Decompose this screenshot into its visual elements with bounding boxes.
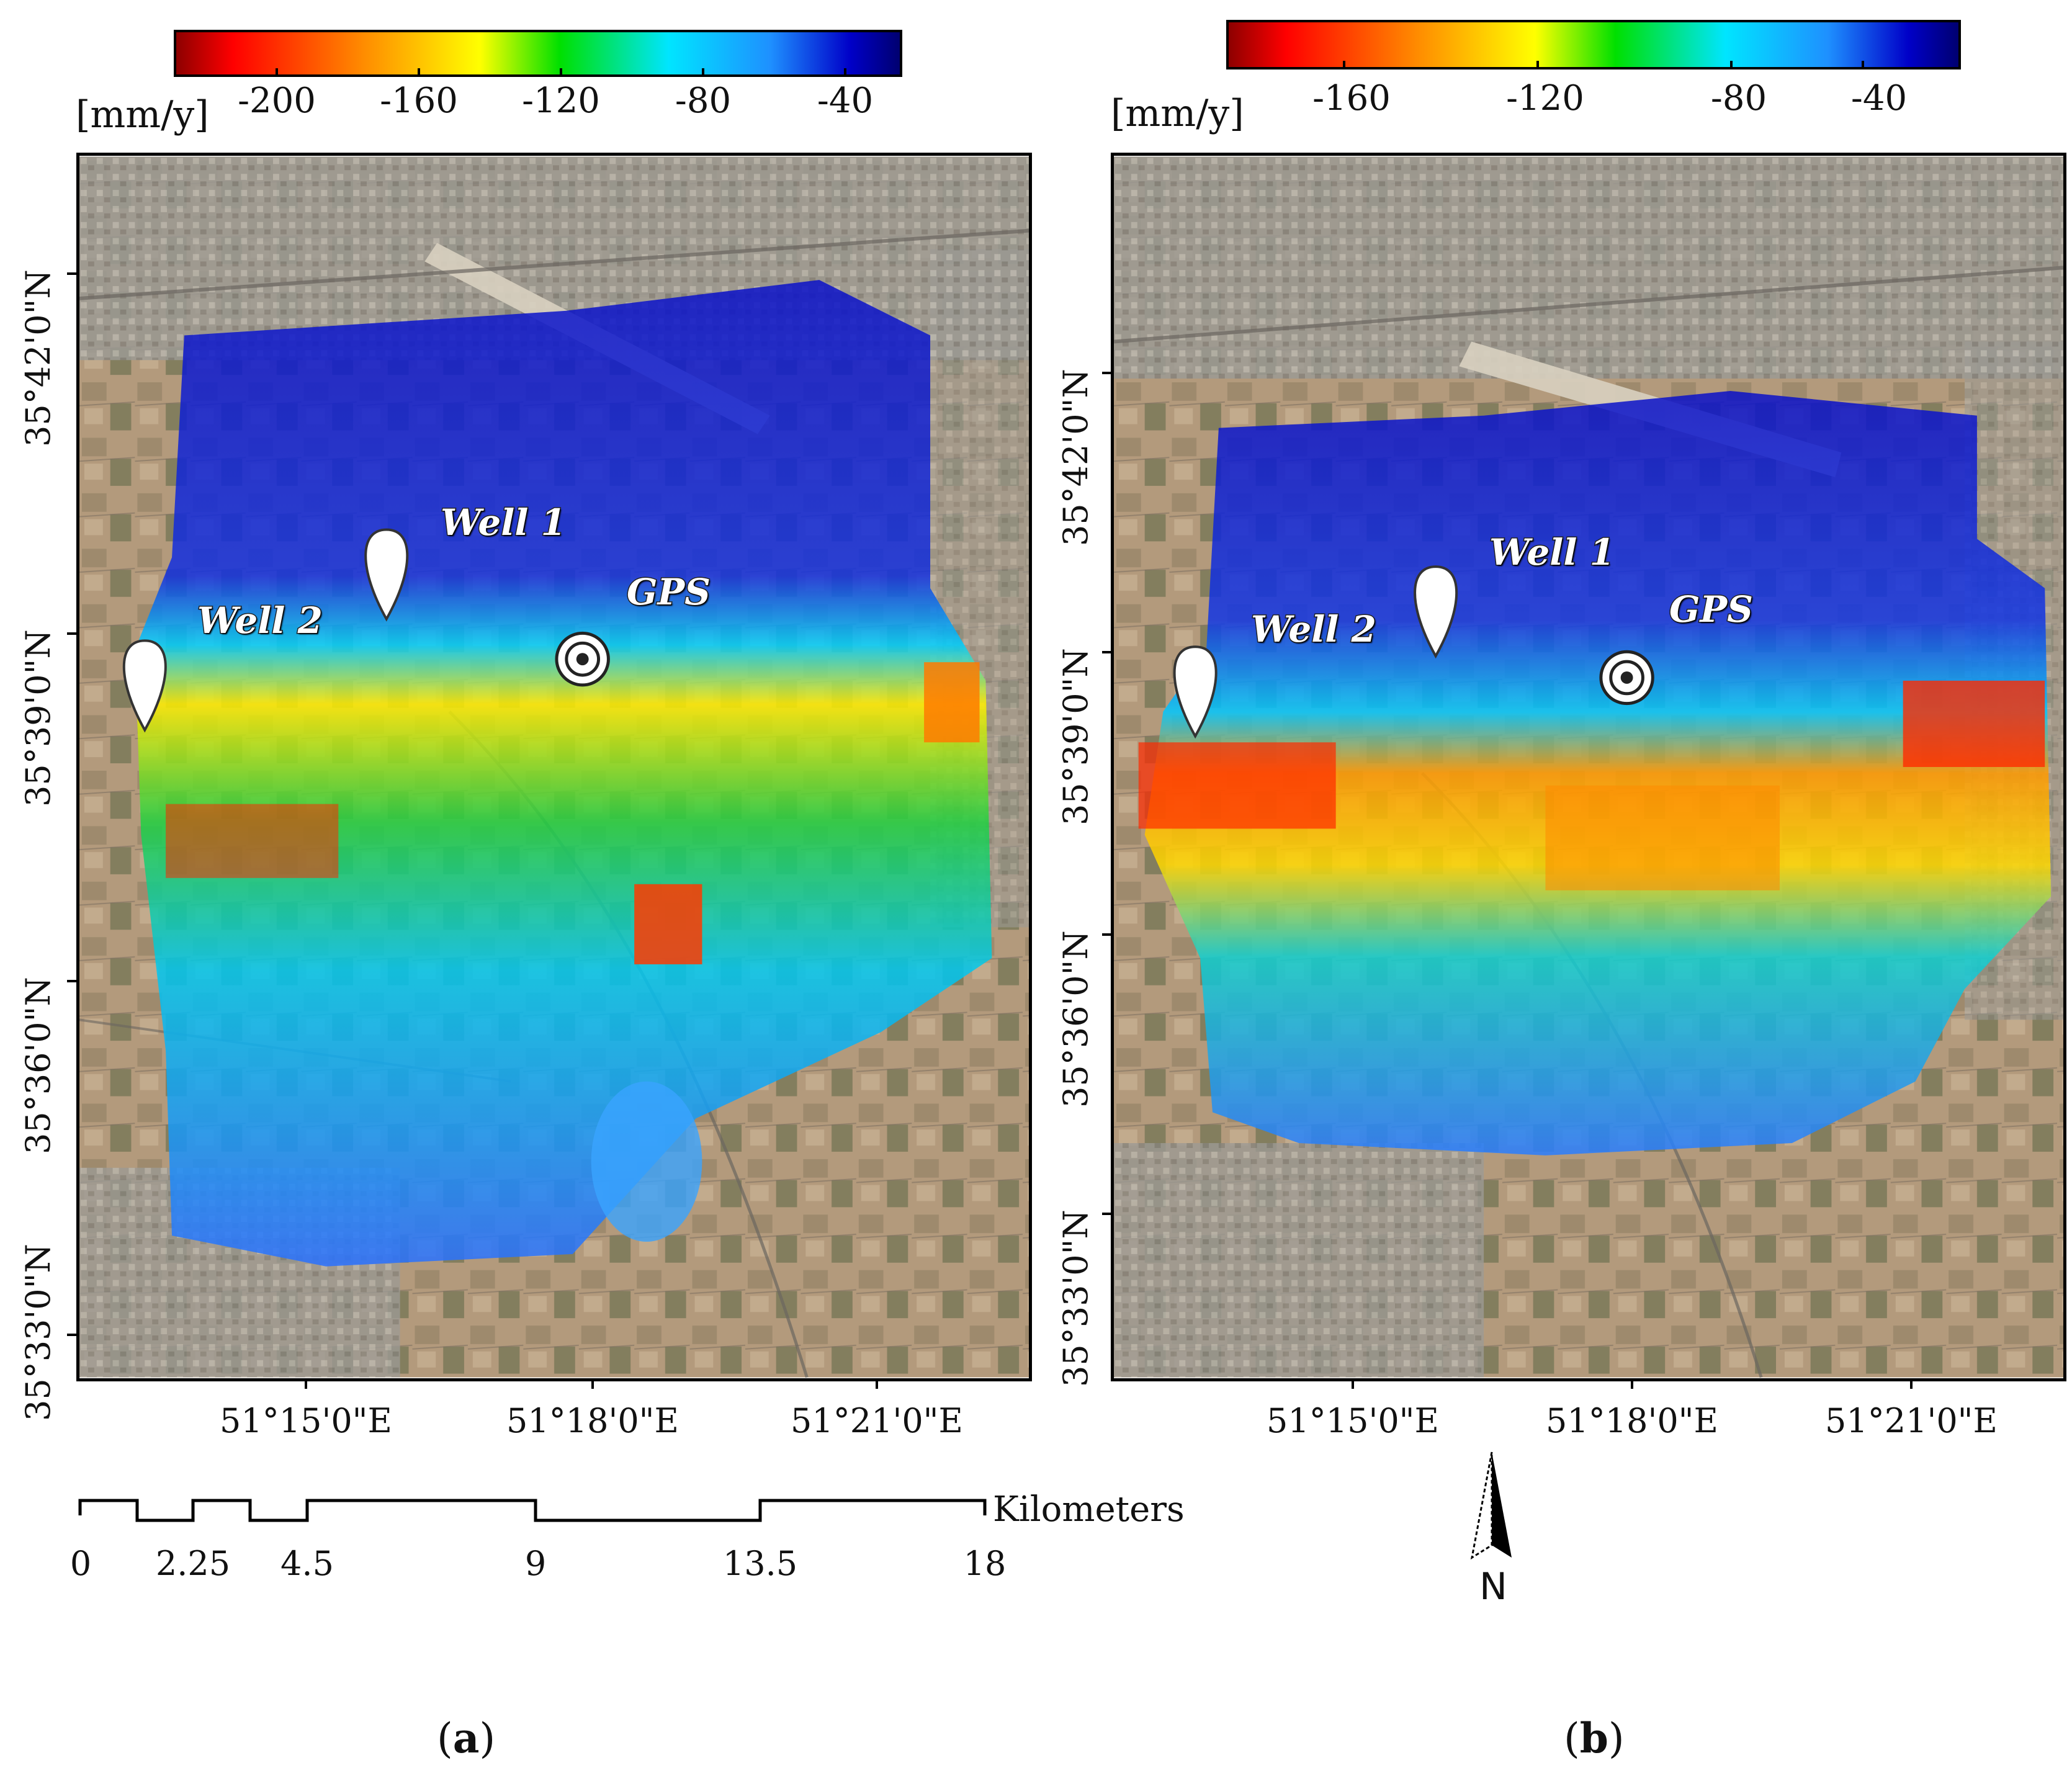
scale-bar-tick: 0: [70, 1544, 92, 1583]
lon-label-b: 51°15'0"E: [1267, 1401, 1439, 1440]
deformation-hotspot: [924, 662, 980, 743]
colorbar-b-tick: -80: [1710, 78, 1767, 119]
colorbar-a-tick: -200: [238, 81, 316, 121]
deformation-overlay-b: [1144, 390, 2052, 1155]
deformation-patch: [591, 1081, 702, 1242]
lat-ticks-a: [67, 272, 77, 1336]
gps-marker-icon: [1599, 650, 1654, 706]
label-well-2: Well 2: [197, 599, 324, 643]
urban-area-southwest: [1114, 1143, 1484, 1378]
lat-label-b: 35°39'0"N: [1056, 648, 1095, 825]
label-well-2: Well 2: [1250, 608, 1378, 652]
scale-bar-tick: 4.5: [280, 1544, 334, 1583]
lat-label-a: 35°39'0"N: [19, 629, 58, 807]
deformation-hotspot: [634, 884, 702, 964]
lat-label-b: 35°42'0"N: [1056, 369, 1095, 546]
gps-marker-icon: [555, 631, 610, 687]
north-arrow-label: N: [1479, 1565, 1507, 1608]
deformation-hotspot: [1903, 680, 2045, 767]
scale-bar: [78, 1499, 987, 1522]
caption-b-close: ): [1608, 1715, 1625, 1762]
colorbar-b-tick: -120: [1506, 78, 1584, 119]
colorbar-a-unit: [mm/y]: [76, 93, 209, 137]
lon-label-b: 51°18'0"E: [1546, 1401, 1718, 1440]
colorbar-a-tick: -120: [522, 81, 600, 121]
label-gps: GPS: [1668, 588, 1754, 632]
label-well-1: Well 1: [1489, 531, 1616, 575]
road: [79, 228, 1029, 300]
deformation-hotspot: [1138, 742, 1336, 829]
colorbar-b-unit: [mm/y]: [1111, 92, 1244, 135]
lat-label-b: 35°33'0"N: [1056, 1209, 1095, 1387]
colorbar-a-tick: -160: [380, 81, 458, 121]
well-1-pin-icon: [1414, 565, 1458, 659]
panel-b: [mm/y] -160 -120 -80 -40 Well 1 We: [1043, 0, 2072, 1781]
scale-bar-tick: 13.5: [722, 1544, 798, 1583]
colorbar-a-ticks: [276, 68, 846, 76]
scale-bar-tick: 9: [524, 1544, 547, 1583]
deformation-overlay-a: [135, 280, 992, 1267]
lat-label-b: 35°36'0"N: [1056, 930, 1095, 1108]
lon-label-a: 51°18'0"E: [506, 1401, 679, 1440]
lat-label-a: 35°33'0"N: [19, 1244, 58, 1421]
colorbar-b: [1226, 20, 1961, 70]
well-2-pin-icon: [1173, 645, 1218, 739]
caption-b: (b): [1564, 1714, 1625, 1762]
colorbar-a-tick: -80: [675, 81, 732, 121]
urban-area-north: [1114, 156, 2063, 379]
panel-a: [mm/y] -200 -160 -120 -80 -40: [19, 30, 1185, 1762]
road: [1114, 266, 2063, 344]
well-1-pin-icon: [364, 528, 409, 622]
lon-label-b: 51°21'0"E: [1825, 1401, 1998, 1440]
lon-label-a: 51°21'0"E: [791, 1401, 963, 1440]
lat-ticks-b: [1102, 372, 1112, 1215]
well-2-pin-icon: [122, 639, 167, 733]
caption-a: (a): [437, 1714, 495, 1762]
lon-ticks-a: [305, 1379, 878, 1389]
lat-label-a: 35°42'0"N: [19, 269, 58, 447]
colorbar-b-tick: -160: [1312, 78, 1391, 119]
colorbar-a-tick: -40: [817, 81, 874, 121]
label-well-1: Well 1: [440, 501, 567, 545]
colorbar-b-tick: -40: [1850, 78, 1908, 119]
scale-bar-tick: 18: [963, 1544, 1007, 1583]
deformation-hotspot: [1545, 785, 1780, 890]
map-a: [76, 153, 1032, 1381]
caption-a-open: (: [437, 1715, 453, 1762]
scale-bar-unit: Kilometers: [993, 1489, 1185, 1530]
scale-bar-tick: 2.25: [155, 1544, 231, 1583]
deformation-hotspot: [166, 804, 339, 878]
caption-b-letter: b: [1579, 1714, 1608, 1762]
caption-b-open: (: [1564, 1715, 1580, 1762]
lon-label-a: 51°15'0"E: [220, 1401, 392, 1440]
caption-a-close: ): [479, 1715, 496, 1762]
colorbar-a: [174, 30, 902, 77]
lon-ticks-b: [1352, 1379, 1913, 1389]
caption-a-letter: a: [452, 1714, 480, 1762]
lat-label-a: 35°36'0"N: [19, 977, 58, 1154]
north-arrow-icon: [1470, 1451, 1512, 1560]
label-gps: GPS: [626, 570, 711, 614]
map-b: [1111, 153, 2066, 1381]
